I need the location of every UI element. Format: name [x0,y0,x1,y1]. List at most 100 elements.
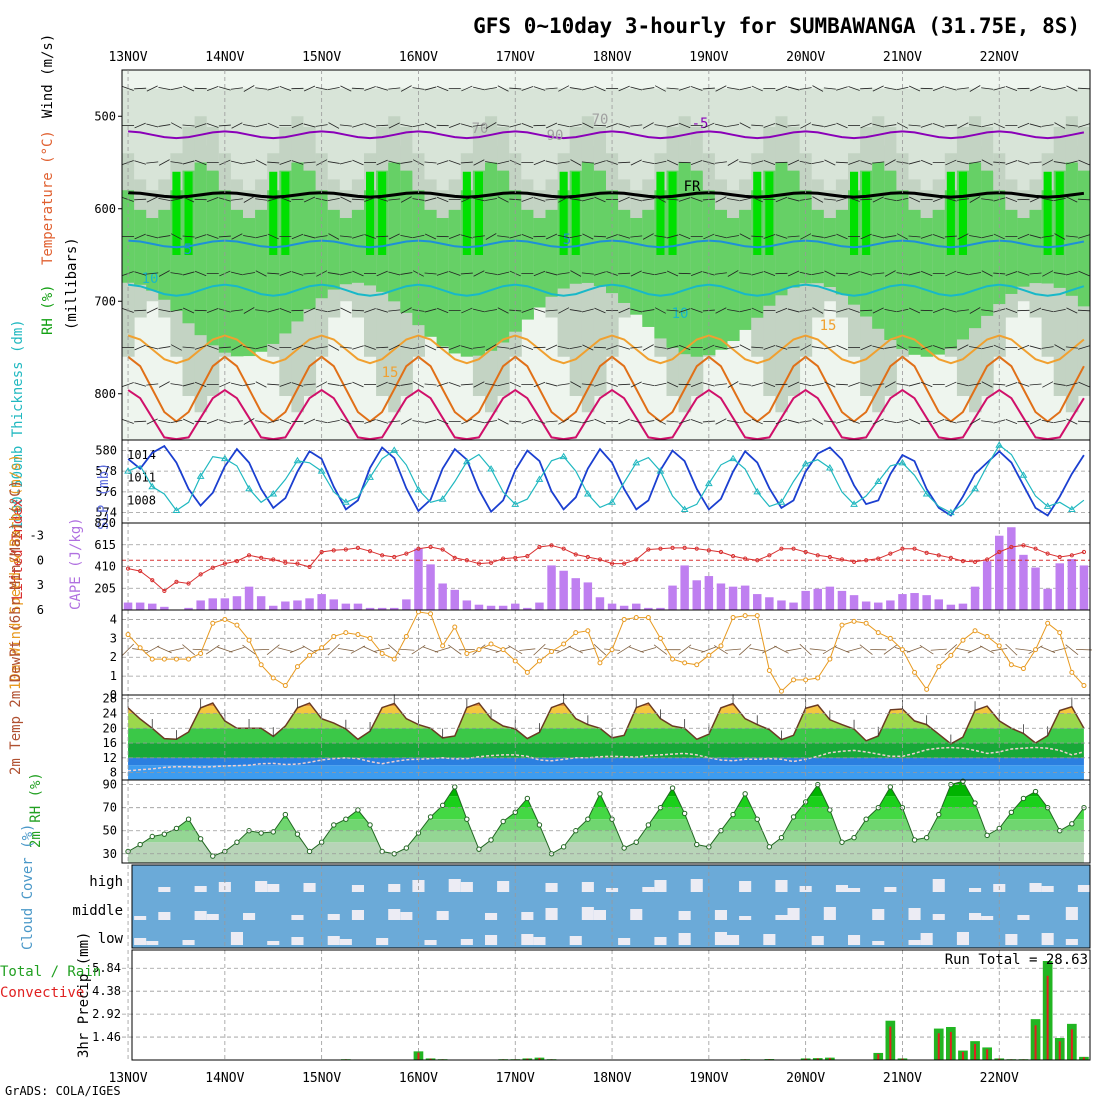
wind-barb [1005,85,1018,92]
wind-barb [823,87,836,90]
wind-barb [1053,197,1066,202]
rh-band [412,190,425,326]
wind-barb [872,272,885,275]
wind-barb [364,123,376,128]
wind-barb [860,87,873,90]
wind-barb [581,272,594,275]
wind-barb [400,307,412,314]
wind-barb [243,418,255,425]
rh2m-point [488,837,494,843]
wind-barb [702,87,715,90]
rh-band [412,88,425,172]
rh-band [1077,170,1091,307]
wind-barb [134,233,146,240]
lifted-index-point [476,561,482,566]
cape-bar [995,535,1004,610]
rh-band [557,88,571,172]
wind-barb [666,381,679,388]
temp-line [127,702,1085,745]
rh2m-point [669,785,676,791]
rh-band [787,170,801,288]
wind-barb [1005,382,1018,387]
wind-barb [570,270,582,277]
wind-barb [376,197,389,202]
cloud-cell [291,915,304,920]
cloud-level-label: high [89,874,123,890]
thickness-point [1019,471,1028,478]
wind-barb [703,233,715,240]
precip-conv-bar [804,1058,807,1060]
wind-barb [690,308,703,313]
wind-barb [303,85,316,92]
cape-bar [390,607,399,610]
wind-barb [279,160,292,165]
y-tick-label: 30 [103,847,117,861]
lifted-index-point [549,543,554,548]
rh-band [630,88,643,209]
thickness-point [341,498,350,505]
wind-barb [1075,648,1092,651]
wind-speed-point [730,615,736,621]
thickness-point [148,482,157,490]
wind-barb [194,159,207,166]
wind-barb [981,123,994,128]
y-tick-label: 600 [94,202,116,216]
wind-barb [243,161,256,164]
wind-barb [727,420,740,423]
wind-barb [569,234,582,239]
ylabel-wind: Wind (m/s) [40,34,56,118]
wind-barb [678,86,691,91]
wind-barb [267,233,279,240]
thickness-point [317,467,326,474]
rh2m-point [149,833,155,840]
wind-barb [594,382,606,387]
wind-10m-panel: 0 1 2 3 4 10m Wind Speed & Barbs (m/s) [8,454,1092,702]
wind-barb [969,196,981,203]
wind-speed-point [246,637,252,643]
rh-band [521,88,534,198]
wind-barb [1017,344,1030,351]
wind-barb [217,646,233,653]
precip-conv-bar [949,1031,952,1060]
rh2m-point [633,839,639,845]
wind-speed-point [294,664,300,670]
wind-barb [930,648,947,651]
wind-barb [739,383,752,386]
wind-barb [146,161,159,164]
wind-barb [654,346,667,349]
wind-barb [690,197,703,202]
rh-band [630,218,643,315]
wind-barb [775,85,788,92]
wind-barb [630,86,643,91]
thickness-point [850,500,858,507]
wind-barb [763,270,776,277]
y-tick-label: 500 [94,109,116,123]
ylabel-temp: Temperature (°C) [40,130,56,265]
cloud-level-label: middle [72,903,123,919]
wind-barb [872,85,884,92]
wind-barb [1065,644,1079,656]
wind-speed-point [887,635,893,641]
rh-band [485,162,498,351]
cape-bar [777,600,786,610]
wind-barb [956,420,969,423]
wind-barb [207,196,219,203]
wind-barb [388,233,400,240]
rh-band [668,171,677,255]
rh-band [134,88,147,198]
wind-speed-point [379,650,385,656]
lifted-index-point [283,560,288,565]
wind-barb [158,308,171,313]
wind-barb [848,382,860,387]
cloud-cell [848,935,861,945]
precip-conv-bar [1034,1025,1037,1060]
wind-barb [654,235,667,238]
wind-barb [242,644,256,655]
cloud-cell [182,940,195,945]
thickness-point [462,457,471,465]
wind-barb [569,87,582,90]
wind-barb [860,420,873,423]
wind-barb [558,85,570,92]
wind-barb [1053,308,1066,313]
cloud-cell [678,911,691,920]
